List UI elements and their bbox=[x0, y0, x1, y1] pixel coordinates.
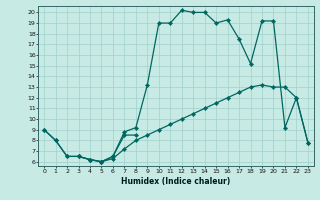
X-axis label: Humidex (Indice chaleur): Humidex (Indice chaleur) bbox=[121, 177, 231, 186]
